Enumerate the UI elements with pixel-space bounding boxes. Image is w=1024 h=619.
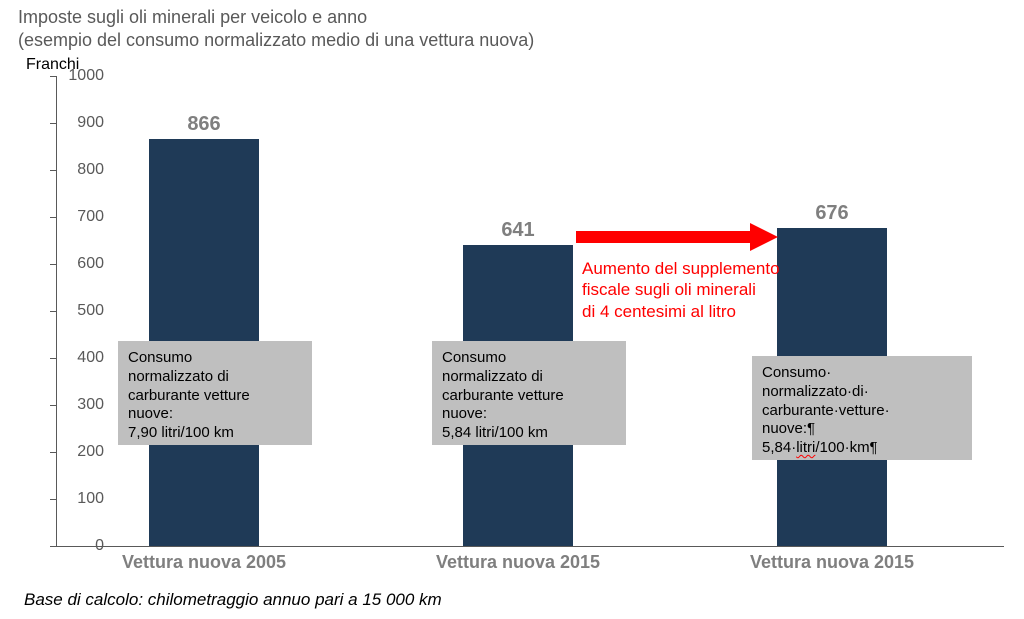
y-tick-label: 1000 xyxy=(56,67,104,85)
y-tick-label: 600 xyxy=(56,255,104,273)
y-tick-label: 500 xyxy=(56,302,104,320)
bar-value-label: 676 xyxy=(815,202,848,225)
bar-value-label: 866 xyxy=(187,113,220,136)
y-tick-label: 100 xyxy=(56,490,104,508)
y-tick-label: 300 xyxy=(56,396,104,414)
info-box: Consumo normalizzato di carburante vettu… xyxy=(118,341,312,445)
y-tick-label: 0 xyxy=(56,537,104,555)
plot-area: 01002003004005006007008009001000866Vettu… xyxy=(56,76,1004,546)
bar-value-label: 641 xyxy=(501,219,534,242)
x-category-label: Vettura nuova 2015 xyxy=(750,552,914,573)
y-tick-label: 400 xyxy=(56,349,104,367)
arrow-icon xyxy=(576,231,750,243)
x-category-label: Vettura nuova 2005 xyxy=(122,552,286,573)
chart-title-line1: Imposte sugli oli minerali per veicolo e… xyxy=(18,7,367,27)
chart-container: Imposte sugli oli minerali per veicolo e… xyxy=(0,0,1024,619)
y-tick-label: 200 xyxy=(56,443,104,461)
footnote: Base di calcolo: chilometraggio annuo pa… xyxy=(24,590,442,610)
y-tick-label: 700 xyxy=(56,208,104,226)
chart-title-line2: (esempio del consumo normalizzato medio … xyxy=(18,30,534,50)
y-tick-label: 800 xyxy=(56,161,104,179)
annotation-text: Aumento del supplemento fiscale sugli ol… xyxy=(582,258,780,322)
x-axis-line xyxy=(56,546,1004,547)
info-box: Consumo normalizzato di carburante vettu… xyxy=(432,341,626,445)
arrow-head-icon xyxy=(750,223,778,251)
info-box: Consumo·normalizzato·di·carburante·vettu… xyxy=(752,356,972,460)
y-tick-label: 900 xyxy=(56,114,104,132)
chart-title: Imposte sugli oli minerali per veicolo e… xyxy=(18,6,534,51)
x-category-label: Vettura nuova 2015 xyxy=(436,552,600,573)
